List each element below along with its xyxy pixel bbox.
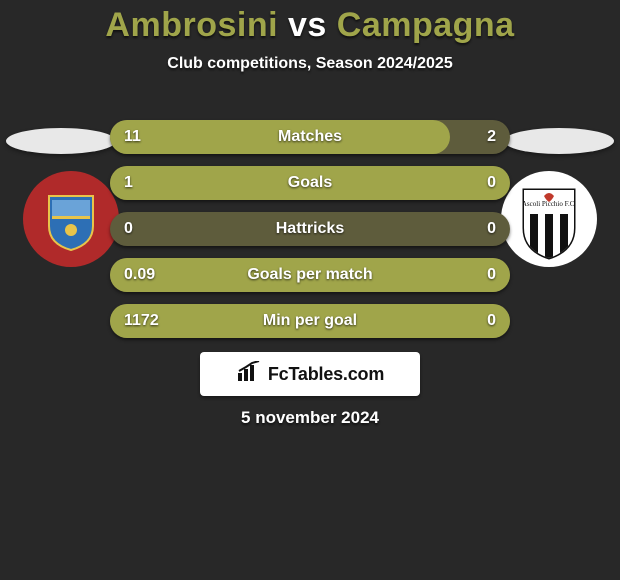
date-label: 5 november 2024 [0,408,620,428]
stat-row: 00Hattricks [110,212,510,246]
page-title: Ambrosini vs Campagna [0,0,620,45]
subtitle: Club competitions, Season 2024/2025 [0,55,620,73]
brand-text: FcTables.com [268,364,384,385]
stat-label: Hattricks [110,212,510,246]
infographic-root: Ambrosini vs Campagna Club competitions,… [0,0,620,580]
stat-row: 11720Min per goal [110,304,510,338]
brand-box: FcTables.com [200,352,420,396]
stat-row: 10Goals [110,166,510,200]
stat-label: Matches [110,120,510,154]
club-badge-right: Ascoli Picchio F.C. [500,170,598,268]
stat-rows: 112Matches 10Goals 00Hattricks 0.090Goals p… [110,120,510,350]
brand-chart-icon [236,361,262,388]
stat-row: 0.090Goals per match [110,258,510,292]
title-player-b: Campagna [337,6,515,44]
stat-row: 112Matches [110,120,510,154]
stat-label: Min per goal [110,304,510,338]
title-player-a: Ambrosini [105,6,278,44]
portrait-ellipse-right [504,128,614,154]
portrait-ellipse-left [6,128,116,154]
stat-label: Goals [110,166,510,200]
club-badge-left [22,170,120,268]
title-vs: vs [288,6,327,44]
svg-text:Ascoli Picchio F.C.: Ascoli Picchio F.C. [522,200,577,208]
stat-label: Goals per match [110,258,510,292]
